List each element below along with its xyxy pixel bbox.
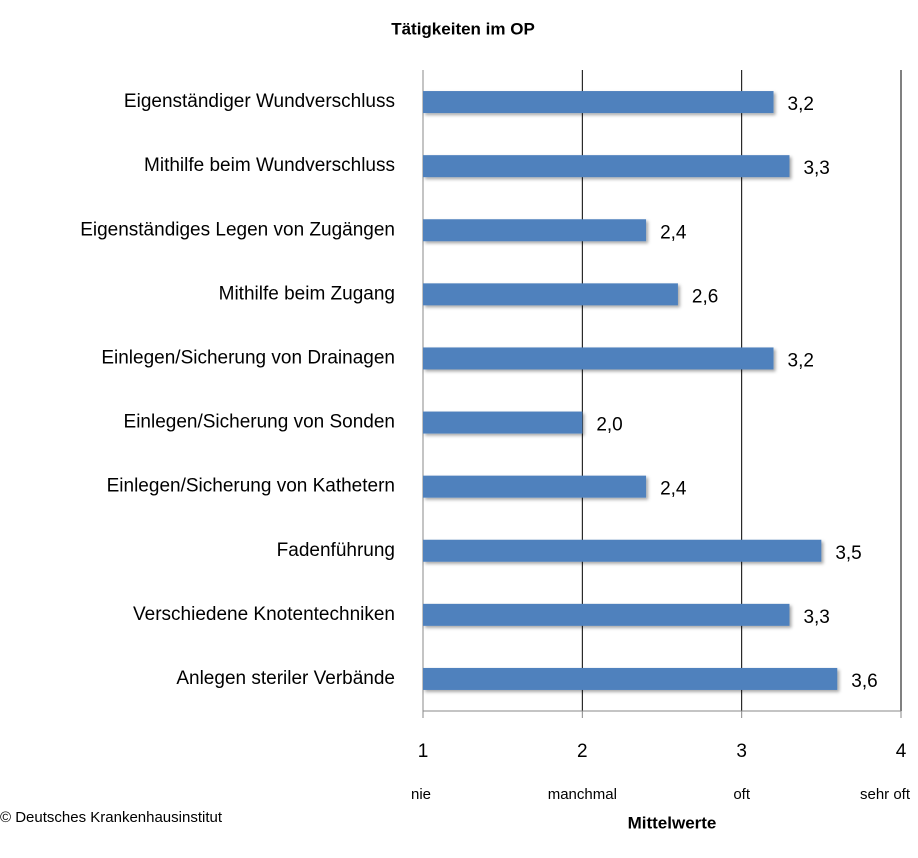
value-label: 3,6 <box>851 671 877 692</box>
y-tick-label: Anlegen steriler Verbände <box>176 668 395 689</box>
y-tick-label: Eigenständiger Wundverschluss <box>124 91 395 112</box>
value-label: 2,6 <box>692 286 718 307</box>
bar <box>423 667 838 690</box>
x-tick-label: 3 <box>736 741 747 762</box>
y-tick-label: Einlegen/Sicherung von Kathetern <box>107 476 395 497</box>
chart-title: Tätigkeiten im OP <box>391 19 535 38</box>
value-label: 2,4 <box>660 479 687 500</box>
value-label: 3,2 <box>788 94 814 115</box>
bar <box>423 219 647 242</box>
x-tick-description: sehr oft <box>860 786 911 803</box>
value-label: 2,4 <box>660 222 687 243</box>
y-tick-label: Mithilfe beim Zugang <box>219 283 395 304</box>
x-tick-description: nie <box>411 786 431 803</box>
y-tick-label: Einlegen/Sicherung von Sonden <box>124 412 395 433</box>
value-label: 2,0 <box>596 415 622 436</box>
x-tick-description: oft <box>733 786 751 803</box>
bar <box>423 411 583 434</box>
bar <box>423 155 790 178</box>
bar <box>423 475 647 498</box>
value-label: 3,3 <box>803 607 829 628</box>
x-axis-label: Mittelwerte <box>628 813 717 832</box>
bar <box>423 91 774 114</box>
value-label: 3,5 <box>835 543 861 564</box>
bar <box>423 603 790 626</box>
x-tick-description: manchmal <box>548 786 617 803</box>
bar <box>423 347 774 370</box>
y-tick-label: Fadenführung <box>277 540 395 561</box>
value-label: 3,3 <box>803 158 829 179</box>
y-tick-label: Verschiedene Knotentechniken <box>133 604 395 625</box>
bar <box>423 283 678 306</box>
y-tick-label: Einlegen/Sicherung von Drainagen <box>101 347 395 368</box>
y-tick-label: Mithilfe beim Wundverschluss <box>144 155 395 176</box>
x-tick-label: 1 <box>418 741 429 762</box>
bar <box>423 539 822 562</box>
x-tick-label: 4 <box>896 741 907 762</box>
value-label: 3,2 <box>788 350 814 371</box>
y-tick-label: Eigenständiges Legen von Zugängen <box>80 219 395 240</box>
x-tick-label: 2 <box>577 741 588 762</box>
source-note: © Deutsches Krankenhausinstitut <box>0 809 223 826</box>
